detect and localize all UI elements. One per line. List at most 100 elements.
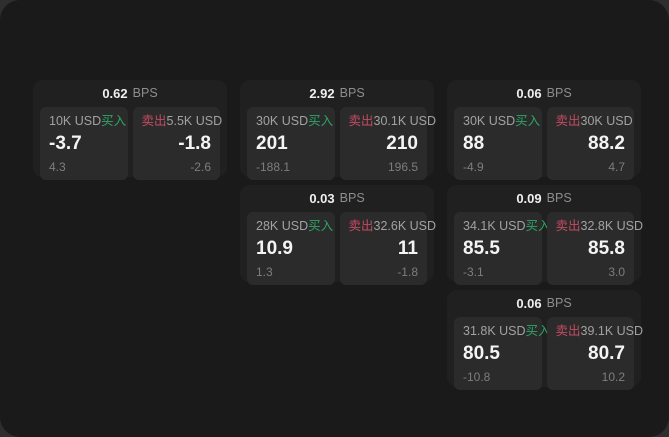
sell-tile-labels: 卖出 5.5K USD (141, 114, 223, 128)
pricing-card: 2.92 BPS 30K USD 买入 201 -188.1 卖出 30.1K … (240, 80, 437, 180)
buy-amount: 10K USD (49, 114, 102, 128)
buy-sub-value: -188.1 (256, 159, 291, 174)
buy-sub-value: -3.1 (463, 264, 484, 279)
buy-price: -3.7 (49, 132, 82, 154)
bps-value: 0.62 (102, 86, 128, 101)
bps-header: 0.03 BPS (247, 185, 427, 212)
pricing-card: 0.62 BPS 10K USD 买入 -3.7 4.3 卖出 5.5K USD… (33, 80, 227, 180)
sell-sub-value: 196.5 (387, 159, 418, 174)
sell-tile[interactable]: 卖出 30K USD 88.2 4.7 (546, 107, 634, 180)
sell-tile-labels: 卖出 30.1K USD (349, 115, 437, 128)
sell-amount: 30.1K USD (373, 114, 437, 128)
buy-tile-labels: 28K USD 买入 (256, 219, 333, 233)
sell-side-label: 卖出 (348, 219, 374, 233)
buy-side-label: 买入 (515, 114, 541, 128)
sell-tile[interactable]: 卖出 32.8K USD 85.8 3.0 (546, 212, 644, 285)
buy-tile-labels: 30K USD 买入 (463, 114, 540, 128)
buy-tile[interactable]: 34.1K USD 买入 85.5 -3.1 (454, 212, 551, 285)
buy-amount: 30K USD (256, 114, 309, 128)
bps-value: 0.09 (516, 191, 542, 206)
quote-body: 30K USD 买入 88 -4.9 卖出 30K USD 88.2 4.7 (454, 107, 634, 180)
sell-price: 88.2 (588, 132, 625, 154)
bps-unit-label: BPS (546, 86, 572, 101)
buy-price: 80.5 (463, 342, 500, 364)
sell-sub-value: -1.8 (397, 264, 418, 279)
sell-sub-value: 10.2 (601, 369, 625, 384)
sell-sub-value: 3.0 (608, 264, 625, 279)
pricing-cards-grid: 0.62 BPS 10K USD 买入 -3.7 4.3 卖出 5.5K USD… (33, 80, 644, 390)
sell-tile-labels: 卖出 30K USD (555, 114, 633, 128)
buy-amount: 31.8K USD (463, 324, 526, 338)
sell-side-label: 卖出 (555, 219, 581, 233)
bps-unit-label: BPS (132, 86, 158, 101)
buy-sub-value: -10.8 (463, 369, 491, 384)
sell-tile[interactable]: 卖出 39.1K USD 80.7 10.2 (546, 317, 644, 390)
sell-tile[interactable]: 卖出 5.5K USD -1.8 -2.6 (132, 107, 223, 180)
pricing-card: 0.09 BPS 34.1K USD 买入 85.5 -3.1 卖出 32.8K… (447, 185, 644, 285)
buy-tile[interactable]: 10K USD 买入 -3.7 4.3 (40, 107, 128, 180)
bps-header: 0.62 BPS (40, 80, 220, 107)
bps-header: 0.09 BPS (454, 185, 634, 212)
sell-amount: 5.5K USD (166, 114, 223, 128)
quote-body: 31.8K USD 买入 80.5 -10.8 卖出 39.1K USD 80.… (454, 317, 644, 390)
sell-side-label: 卖出 (555, 114, 581, 128)
sell-amount: 39.1K USD (580, 324, 644, 338)
buy-tile-labels: 30K USD 买入 (256, 114, 333, 128)
sell-amount: 32.6K USD (373, 219, 437, 233)
buy-tile[interactable]: 30K USD 买入 88 -4.9 (454, 107, 542, 180)
buy-side-label: 买入 (308, 114, 334, 128)
bps-header: 2.92 BPS (247, 80, 427, 107)
pricing-card: 0.03 BPS 28K USD 买入 10.9 1.3 卖出 32.6K US… (240, 185, 437, 285)
sell-tile-labels: 卖出 32.8K USD (555, 219, 644, 233)
bps-value: 2.92 (309, 86, 335, 101)
buy-side-label: 买入 (525, 324, 551, 338)
sell-price: 11 (397, 237, 418, 259)
buy-amount: 28K USD (256, 219, 309, 233)
bps-header: 0.06 BPS (454, 290, 634, 317)
quote-body: 30K USD 买入 201 -188.1 卖出 30.1K USD 210 1… (247, 107, 437, 180)
buy-tile[interactable]: 30K USD 买入 201 -188.1 (247, 107, 335, 180)
buy-price: 10.9 (256, 237, 293, 259)
buy-side-label: 买入 (101, 114, 127, 128)
sell-price: -1.8 (178, 132, 211, 154)
buy-side-label: 买入 (525, 219, 551, 233)
sell-tile-labels: 卖出 39.1K USD (555, 324, 644, 338)
sell-tile[interactable]: 卖出 30.1K USD 210 196.5 (339, 107, 437, 180)
quote-body: 10K USD 买入 -3.7 4.3 卖出 5.5K USD -1.8 -2.… (40, 107, 223, 180)
buy-amount: 30K USD (463, 114, 516, 128)
bps-header: 0.06 BPS (454, 80, 634, 107)
bps-unit-label: BPS (546, 296, 572, 311)
sell-side-label: 卖出 (141, 114, 167, 128)
sell-sub-value: 4.7 (608, 159, 625, 174)
buy-sub-value: 1.3 (256, 264, 273, 279)
pricing-card: 0.06 BPS 31.8K USD 买入 80.5 -10.8 卖出 39.1… (447, 290, 644, 390)
buy-tile[interactable]: 28K USD 买入 10.9 1.3 (247, 212, 335, 285)
sell-sub-value: -2.6 (190, 159, 211, 174)
buy-price: 88 (463, 132, 485, 154)
sell-price: 210 (386, 132, 418, 154)
buy-tile[interactable]: 31.8K USD 买入 80.5 -10.8 (454, 317, 551, 390)
bps-unit-label: BPS (546, 191, 572, 206)
buy-price: 201 (256, 132, 288, 154)
buy-amount: 34.1K USD (463, 219, 526, 233)
sell-amount: 32.8K USD (580, 219, 644, 233)
buy-sub-value: 4.3 (49, 159, 66, 174)
buy-tile-labels: 34.1K USD 买入 (463, 219, 551, 233)
bps-value: 0.06 (516, 296, 542, 311)
quote-body: 34.1K USD 买入 85.5 -3.1 卖出 32.8K USD 85.8… (454, 212, 644, 285)
sell-amount: 30K USD (580, 114, 633, 128)
bps-unit-label: BPS (339, 191, 365, 206)
sell-tile-labels: 卖出 32.6K USD (348, 219, 437, 233)
sell-side-label: 卖出 (555, 324, 581, 338)
bps-value: 0.06 (516, 86, 542, 101)
buy-tile-labels: 10K USD 买入 (49, 114, 126, 128)
buy-side-label: 买入 (308, 219, 334, 233)
sell-tile[interactable]: 卖出 32.6K USD 11 -1.8 (339, 212, 437, 285)
quote-body: 28K USD 买入 10.9 1.3 卖出 32.6K USD 11 -1.8 (247, 212, 437, 285)
sell-price: 85.8 (588, 237, 625, 259)
sell-price: 80.7 (588, 342, 625, 364)
buy-price: 85.5 (463, 237, 500, 259)
bps-unit-label: BPS (339, 86, 365, 101)
